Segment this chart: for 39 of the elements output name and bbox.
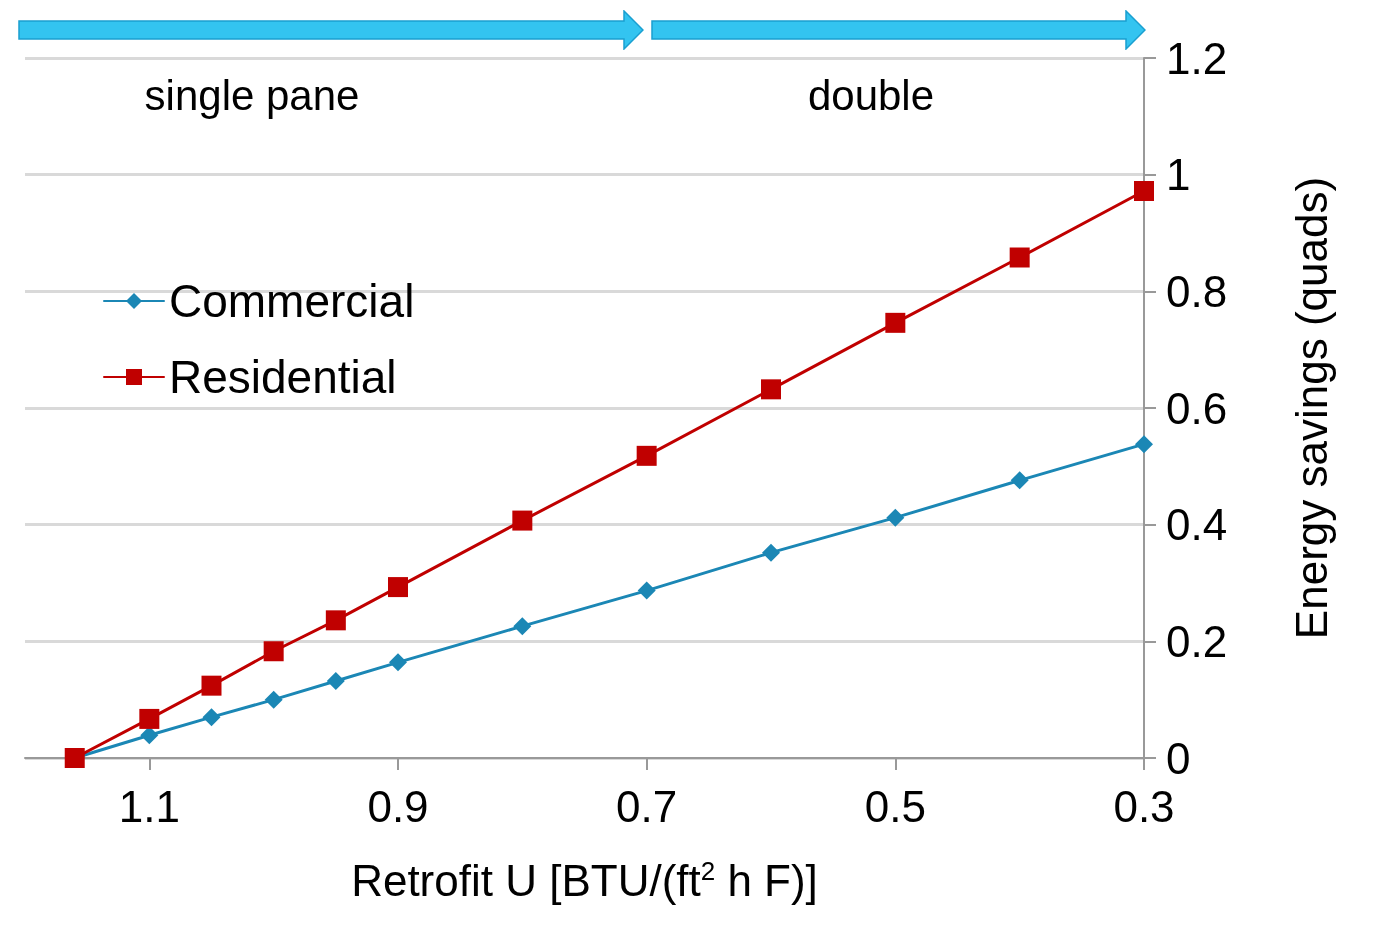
point — [1135, 435, 1153, 454]
point — [202, 708, 221, 727]
point — [1010, 471, 1029, 490]
point — [264, 690, 283, 709]
point — [389, 653, 407, 672]
x-tick-label: 0.5 — [864, 781, 926, 831]
point — [263, 641, 284, 662]
point — [139, 708, 160, 729]
point — [512, 510, 533, 531]
y-tick-label: 0.2 — [1166, 616, 1228, 666]
point — [1134, 181, 1154, 201]
annotation: double — [807, 71, 935, 119]
x-tick-label: 0.7 — [616, 781, 678, 831]
y-tick-label: 0.4 — [1166, 500, 1228, 550]
point — [388, 577, 408, 598]
y-tick-label: 1.2 — [1166, 33, 1228, 83]
y-axis-title: Energy savings (quads) — [1286, 176, 1336, 640]
legend-label: Commercial — [169, 275, 415, 327]
y-tick-label: 0.8 — [1166, 266, 1228, 316]
point — [636, 445, 657, 466]
point — [637, 581, 656, 600]
y-tick-label: 0.6 — [1166, 383, 1228, 433]
point — [140, 726, 159, 745]
point — [326, 672, 345, 690]
point — [886, 508, 905, 527]
point — [1009, 247, 1030, 268]
y-tick-label: 0 — [1166, 733, 1191, 783]
annotation: single pane — [144, 71, 360, 119]
y-tick-label: 1 — [1166, 150, 1191, 200]
x-tick-label: 0.9 — [367, 781, 429, 831]
point — [885, 312, 906, 333]
x-tick-label: 0.3 — [1113, 781, 1175, 831]
point — [201, 675, 222, 696]
point — [762, 543, 780, 562]
legend-label: Residential — [169, 351, 397, 403]
point — [761, 379, 781, 400]
point — [513, 617, 532, 636]
x-tick-label: 1.1 — [118, 781, 180, 831]
point — [325, 610, 346, 631]
